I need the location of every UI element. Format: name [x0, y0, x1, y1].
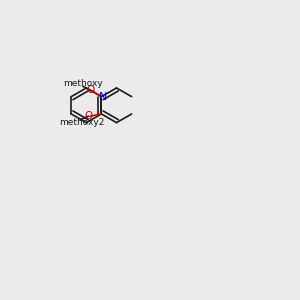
Text: methoxy: methoxy: [63, 79, 103, 88]
Text: O: O: [85, 111, 93, 121]
Text: O: O: [87, 85, 95, 95]
Text: methoxy2: methoxy2: [59, 118, 104, 127]
Text: N: N: [99, 92, 107, 102]
